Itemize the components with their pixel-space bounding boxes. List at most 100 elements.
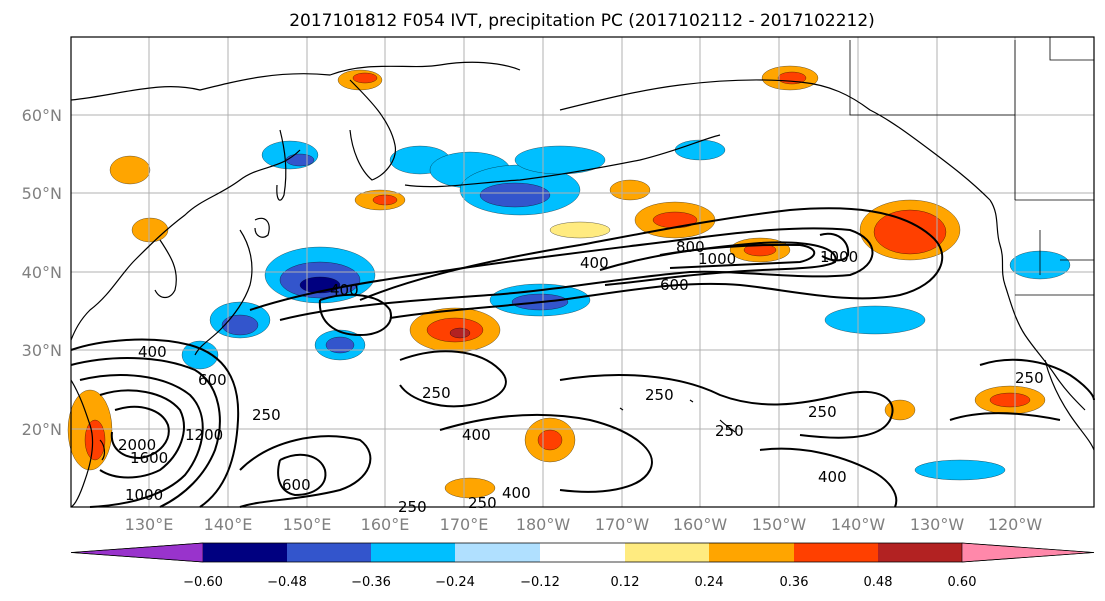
- contour-label: 1600: [130, 449, 168, 467]
- contour-label: 1000: [820, 248, 858, 266]
- precip-pc-shading: [67, 65, 1071, 499]
- lon-label: 150°W: [752, 515, 807, 534]
- lon-label: 120°W: [988, 515, 1043, 534]
- map-frame: [70, 36, 1095, 508]
- colorbar-swatch: [287, 543, 371, 562]
- ivt-contour-400-east: [759, 447, 898, 508]
- ivt-contour-250-jet: [359, 207, 944, 319]
- colorbar-arrow-low: [70, 542, 204, 563]
- colorbar-swatch: [709, 543, 794, 562]
- coast-us-west: [1004, 284, 1086, 411]
- precip-shading-area: [824, 305, 926, 335]
- precip-shading-area: [873, 209, 947, 255]
- lon-label: 130°W: [910, 515, 965, 534]
- contour-label: 400: [818, 468, 847, 486]
- ivt-contour-800-jet: [659, 243, 816, 269]
- coastlines: [70, 61, 1095, 508]
- colorbar-swatch: [878, 543, 962, 562]
- lat-label-60: 60°N: [22, 106, 62, 125]
- lat-label-30: 30°N: [22, 341, 62, 360]
- ivt-contour-labels: 400 800 1000 600 1000 400 250 250 250 25…: [118, 238, 1044, 516]
- figure-title: 2017101812 F054 IVT, precipitation PC (2…: [289, 11, 875, 31]
- precip-shading-area: [131, 217, 169, 243]
- lon-label: 170°W: [595, 515, 650, 534]
- latitude-labels: 20°N 30°N 40°N 50°N 60°N: [22, 106, 62, 439]
- lon-label: 140°E: [204, 515, 253, 534]
- contour-label: 250: [252, 406, 281, 424]
- border-canada-provinces: [1014, 37, 1094, 115]
- contour-label: 600: [282, 476, 311, 494]
- contour-label: 600: [660, 276, 689, 294]
- colorbar-swatch: [540, 543, 625, 562]
- colorbar-swatch: [794, 543, 878, 562]
- precip-shading-area: [537, 429, 563, 451]
- ivt-contour-400-mid: [318, 293, 392, 337]
- lon-label: 130°E: [125, 515, 174, 534]
- ivt-contour-250-east: [979, 358, 1095, 401]
- coast-mexico: [1044, 359, 1095, 451]
- ivt-contour-250-south-a: [399, 350, 507, 408]
- coast-alaska: [559, 79, 991, 201]
- ivt-contour-400-south: [239, 435, 372, 508]
- colorbar-tick-label: −0.60: [183, 575, 223, 590]
- precip-shading-area: [609, 179, 651, 201]
- lon-label: 140°W: [831, 515, 886, 534]
- coast-aleutians: [404, 134, 721, 188]
- colorbar-swatch: [455, 543, 540, 562]
- coast-china-south: [70, 379, 94, 508]
- coast-hawaii: [719, 419, 736, 433]
- coast-kamchatka: [349, 79, 397, 181]
- coast-sakhalin: [276, 129, 287, 201]
- precip-shading-area: [109, 155, 151, 185]
- contour-label: 250: [468, 494, 497, 512]
- coast-hokkaido: [254, 217, 270, 238]
- precip-shading-area: [449, 327, 471, 339]
- ivt-contour-600-low: [277, 453, 327, 497]
- precip-shading-area: [352, 72, 378, 84]
- ivt-contour-typhoon-outer: [70, 338, 240, 508]
- contour-label: 1000: [698, 250, 736, 268]
- contour-label: 600: [198, 371, 227, 389]
- colorbar-arrow-high: [961, 542, 1095, 563]
- coast-asia-east: [70, 149, 301, 341]
- ivt-contours: [70, 207, 1095, 508]
- colorbar-swatch: [625, 543, 709, 562]
- ivt-contour-typhoon-600: [70, 357, 221, 508]
- colorbar-tick-label: 0.48: [864, 575, 893, 590]
- precip-shading-area: [325, 336, 355, 354]
- precip-shading-area: [514, 145, 606, 175]
- lon-label: 160°W: [673, 515, 728, 534]
- contour-label: 250: [1015, 369, 1044, 387]
- coast-korea: [154, 239, 177, 299]
- border-us-states-a: [1014, 115, 1094, 296]
- colorbar: [70, 542, 1095, 563]
- precip-shading-area: [989, 392, 1031, 408]
- lat-label-50: 50°N: [22, 184, 62, 203]
- colorbar-swatch: [203, 543, 287, 562]
- precip-shading-area: [261, 140, 319, 170]
- lon-label: 170°E: [440, 515, 489, 534]
- ivt-contour-typhoon-2000: [110, 405, 170, 460]
- coast-bc: [989, 199, 1006, 286]
- contour-label: 400: [462, 426, 491, 444]
- colorbar-tick-label: −0.24: [435, 575, 475, 590]
- contour-label: 1000: [125, 486, 163, 504]
- ivt-contour-250-south-b: [559, 374, 894, 439]
- coast-japan: [194, 229, 253, 356]
- colorbar-tick-label: 0.12: [611, 575, 640, 590]
- colorbar-tick-label: −0.12: [520, 575, 560, 590]
- colorbar-swatch: [371, 543, 455, 562]
- precip-shading-area: [884, 399, 916, 421]
- lon-label: 150°E: [283, 515, 332, 534]
- ivt-contour-typhoon-1000: [79, 374, 204, 508]
- coast-asia-north: [70, 61, 521, 101]
- contour-label: 400: [138, 343, 167, 361]
- ivt-contour-400-jet: [249, 227, 874, 321]
- colorbar-outline: [70, 542, 1095, 563]
- precip-shading-area: [914, 459, 1006, 481]
- contour-label: 400: [580, 254, 609, 272]
- contour-label: 1200: [185, 426, 223, 444]
- colorbar-tick-label: 0.24: [695, 575, 724, 590]
- contour-label: 250: [645, 386, 674, 404]
